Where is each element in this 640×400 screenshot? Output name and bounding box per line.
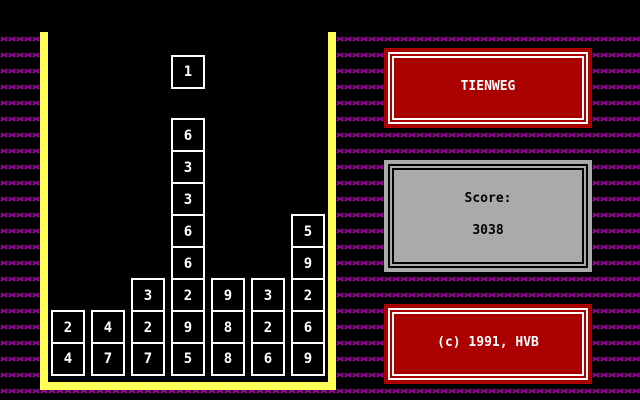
board-cell: 2 (51, 310, 85, 344)
board-cell: 7 (131, 342, 165, 376)
panel-frame-inner (392, 312, 584, 376)
board-cell: 2 (291, 278, 325, 312)
board-cell: 7 (91, 342, 125, 376)
board-cell: 5 (171, 342, 205, 376)
well-left-wall (40, 32, 48, 390)
board-cell: 8 (211, 310, 245, 344)
well-right-wall (328, 32, 336, 390)
board-cell: 9 (171, 310, 205, 344)
falling-piece: 1 (171, 55, 205, 89)
board-cell: 3 (251, 278, 285, 312)
board-cell: 6 (171, 214, 205, 248)
score-value: 3038 (472, 223, 504, 238)
panel-frame-inner (392, 56, 584, 120)
score-label: Score: (464, 191, 512, 206)
board-cell: 9 (291, 342, 325, 376)
panel-frame-inner (392, 168, 584, 264)
panel-frame (388, 164, 588, 268)
score-panel: Score: 3038 (384, 160, 592, 272)
copyright-panel: (c) 1991, HVB (384, 304, 592, 384)
game-title: TIENWEG (460, 79, 516, 94)
board-cell: 6 (171, 118, 205, 152)
board-cell: 4 (91, 310, 125, 344)
panel-frame (388, 52, 588, 124)
board-cell: 3 (171, 182, 205, 216)
well-floor (40, 382, 336, 390)
board-cell: 4 (51, 342, 85, 376)
board-cell: 6 (291, 310, 325, 344)
board-cell: 6 (171, 246, 205, 280)
board-cell: 2 (251, 310, 285, 344)
panel-frame (388, 308, 588, 380)
board-cell: 9 (211, 278, 245, 312)
board-cell: 2 (171, 278, 205, 312)
copyright-text: (c) 1991, HVB (437, 335, 539, 350)
board-cell: 8 (211, 342, 245, 376)
board-cell: 5 (291, 214, 325, 248)
board-cell: 6 (251, 342, 285, 376)
title-panel: TIENWEG (384, 48, 592, 128)
board-cell: 9 (291, 246, 325, 280)
board-cell: 3 (131, 278, 165, 312)
board-cell: 3 (171, 150, 205, 184)
board-cell: 2 (131, 310, 165, 344)
